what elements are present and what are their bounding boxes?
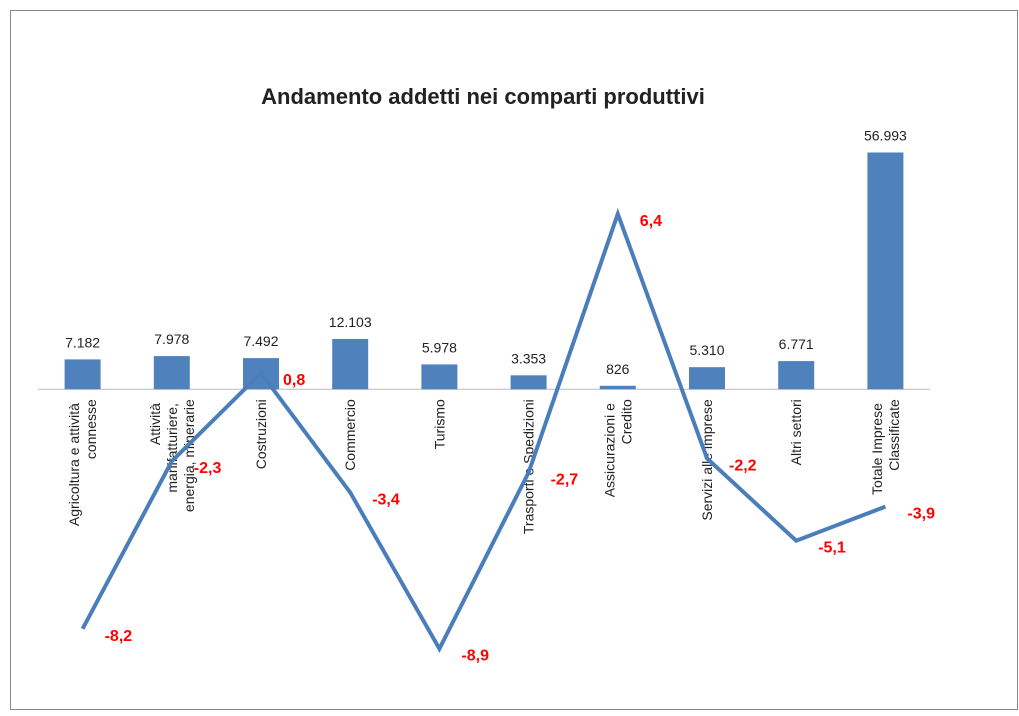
x-tick-label: Agricoltura e attività connesse bbox=[66, 399, 99, 526]
bar bbox=[332, 338, 369, 390]
line-value-label: 6,4 bbox=[640, 213, 662, 230]
bar-value-label: 826 bbox=[606, 361, 630, 377]
x-tick-label: Totale Imprese Classificate bbox=[869, 399, 902, 495]
bar-value-label: 7.978 bbox=[154, 331, 189, 347]
x-tick-label: Altri settori bbox=[788, 399, 804, 465]
line-value-label: -3,9 bbox=[907, 506, 935, 523]
line bbox=[80, 207, 887, 653]
line-value-label: -2,2 bbox=[729, 457, 757, 474]
line-value-label: -2,7 bbox=[551, 472, 579, 489]
bar bbox=[64, 359, 101, 390]
line-value-label: 0,8 bbox=[283, 372, 305, 389]
bar-value-label: 7.492 bbox=[243, 333, 278, 349]
bar-value-label: 5.310 bbox=[689, 342, 724, 358]
bar bbox=[599, 385, 636, 390]
line-value-label: -8,9 bbox=[461, 648, 489, 665]
x-tick-label: Turismo bbox=[431, 399, 447, 449]
chart-title: Andamento addetti nei comparti produttiv… bbox=[261, 84, 705, 109]
bar bbox=[778, 361, 815, 390]
chart-frame bbox=[10, 10, 1018, 710]
bar-value-label: 5.978 bbox=[422, 339, 457, 355]
line-value-label: -5,1 bbox=[818, 540, 846, 557]
bar bbox=[689, 367, 725, 390]
line-value-label: -2,3 bbox=[194, 460, 222, 477]
line-value-label: -3,4 bbox=[372, 491, 400, 508]
x-tick-label: Assicurazioni e Credito bbox=[601, 399, 634, 497]
bar-value-label: 6.771 bbox=[779, 336, 814, 352]
bar-value-label: 7.182 bbox=[65, 334, 100, 350]
bar-value-label: 56.993 bbox=[864, 127, 907, 143]
x-tick-label: Commercio bbox=[342, 399, 358, 471]
bar bbox=[153, 356, 190, 390]
bar bbox=[421, 364, 458, 390]
bar bbox=[510, 375, 547, 390]
bar-value-label: 3.353 bbox=[511, 350, 546, 366]
bar-value-label: 12.103 bbox=[329, 314, 372, 330]
bar bbox=[867, 152, 904, 390]
line-value-label: -8,2 bbox=[105, 628, 133, 645]
x-tick-label: Costruzioni bbox=[253, 399, 269, 469]
